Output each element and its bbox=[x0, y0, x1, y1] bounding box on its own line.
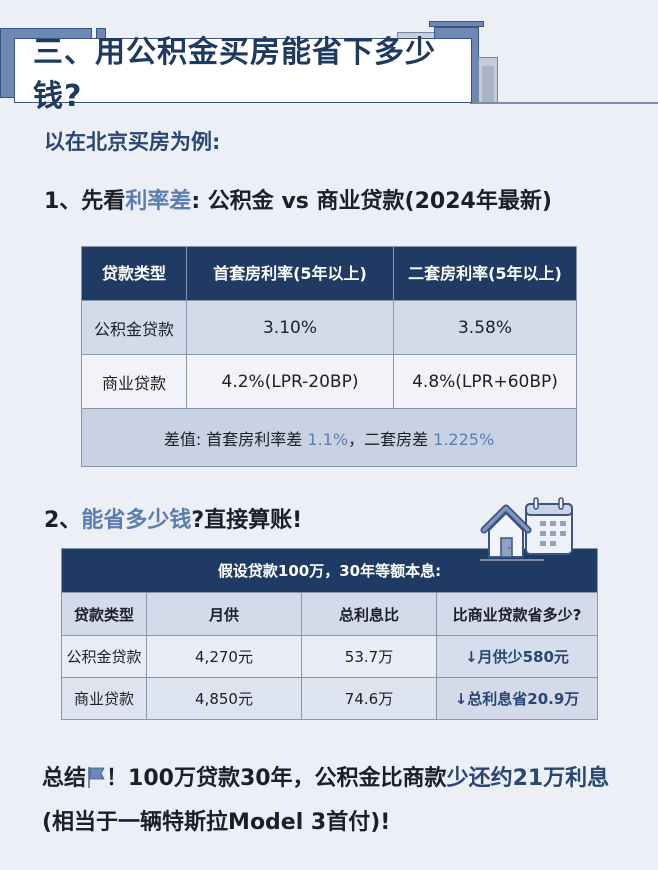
column-header: 月供 bbox=[146, 592, 302, 636]
table-cell: 4,270元 bbox=[146, 635, 302, 678]
summary: 总结 ！100万贷款30年，公积金比商款少还约21万利息 (相当于一辆特斯拉Mo… bbox=[42, 757, 622, 845]
diff-label: 差值: 首套房利率差 bbox=[163, 429, 308, 449]
diff-first-value: 1.1% bbox=[307, 429, 349, 449]
header-banner: 三、用公积金买房能省下多少钱? bbox=[0, 0, 658, 114]
column-header: 比商业贷款省多少? bbox=[436, 592, 598, 636]
flag-icon bbox=[88, 767, 105, 788]
intro-text: 以在北京买房为例: bbox=[44, 130, 221, 154]
column-header: 首套房利率(5年以上) bbox=[186, 246, 394, 301]
summary-note: (相当于一辆特斯拉Model 3首付)! bbox=[42, 810, 391, 835]
table-cell: 3.10% bbox=[186, 300, 394, 355]
section-2-accent: 能省多少钱 bbox=[81, 508, 192, 533]
table-cell: 4,850元 bbox=[146, 677, 302, 720]
table-cell: 3.58% bbox=[393, 300, 577, 355]
difference-cell: 差值: 首套房利率差 1.1%，二套房差 1.225% bbox=[81, 408, 577, 467]
section-1-accent: 利率差 bbox=[125, 189, 192, 214]
row-label: 商业贷款 bbox=[81, 354, 187, 409]
page-title: 三、用公积金买房能省下多少钱? bbox=[33, 34, 436, 114]
column-header: 贷款类型 bbox=[81, 246, 187, 301]
section-1-heading: 1、先看利率差: 公积金 vs 商业贷款(2024年最新) bbox=[44, 183, 552, 215]
column-header: 总利息比 bbox=[301, 592, 437, 636]
rate-comparison-table: 贷款类型 首套房利率(5年以上) 二套房利率(5年以上) 公积金贷款 3.10%… bbox=[81, 246, 577, 467]
diff-second-value: 1.225% bbox=[433, 429, 495, 449]
house-calendar-icon bbox=[480, 497, 573, 561]
section-2-suffix: ?直接算账! bbox=[191, 508, 303, 533]
table-cell: 4.8%(LPR+60BP) bbox=[393, 354, 577, 409]
building-decoration bbox=[429, 21, 484, 27]
title-box: 三、用公积金买房能省下多少钱? bbox=[14, 35, 472, 114]
table-header-row: 贷款类型 月供 总利息比 比商业贷款省多少? bbox=[61, 592, 598, 636]
column-header: 二套房利率(5年以上) bbox=[393, 246, 577, 301]
summary-highlight: 少还约21万利息 bbox=[446, 766, 610, 791]
section-2-prefix: 2、 bbox=[44, 508, 82, 533]
ground-line bbox=[470, 102, 658, 104]
table-header-row: 贷款类型 首套房利率(5年以上) 二套房利率(5年以上) bbox=[81, 246, 577, 301]
section-2-heading: 2、能省多少钱?直接算账! bbox=[44, 502, 302, 534]
building-decoration bbox=[478, 57, 498, 103]
table-cell: 74.6万 bbox=[301, 677, 437, 720]
table-cell: 4.2%(LPR-20BP) bbox=[186, 354, 394, 409]
row-label: 商业贷款 bbox=[61, 677, 147, 720]
diff-middle: ，二套房差 bbox=[348, 429, 434, 449]
section-1-prefix: 1、先看 bbox=[44, 189, 126, 214]
summary-lead: 总结 bbox=[42, 766, 87, 791]
saving-cell: ↓总利息省20.9万 bbox=[436, 677, 598, 720]
saving-cell: ↓月供少580元 bbox=[436, 635, 598, 678]
table-row: 公积金贷款 4,270元 53.7万 ↓月供少580元 bbox=[61, 635, 598, 678]
table-cell: 53.7万 bbox=[301, 635, 437, 678]
section-1-suffix: : 公积金 vs 商业贷款(2024年最新) bbox=[191, 189, 552, 214]
savings-table: 假设贷款100万，30年等额本息: 贷款类型 月供 总利息比 比商业贷款省多少?… bbox=[61, 548, 598, 720]
row-label: 公积金贷款 bbox=[61, 635, 147, 678]
difference-row: 差值: 首套房利率差 1.1%，二套房差 1.225% bbox=[81, 408, 577, 467]
table-row: 公积金贷款 3.10% 3.58% bbox=[81, 300, 577, 355]
table-row: 商业贷款 4.2%(LPR-20BP) 4.8%(LPR+60BP) bbox=[81, 354, 577, 409]
column-header: 贷款类型 bbox=[61, 592, 147, 636]
summary-body: ！100万贷款30年，公积金比商款 bbox=[106, 766, 447, 791]
table-row: 商业贷款 4,850元 74.6万 ↓总利息省20.9万 bbox=[61, 677, 598, 720]
row-label: 公积金贷款 bbox=[81, 300, 187, 355]
